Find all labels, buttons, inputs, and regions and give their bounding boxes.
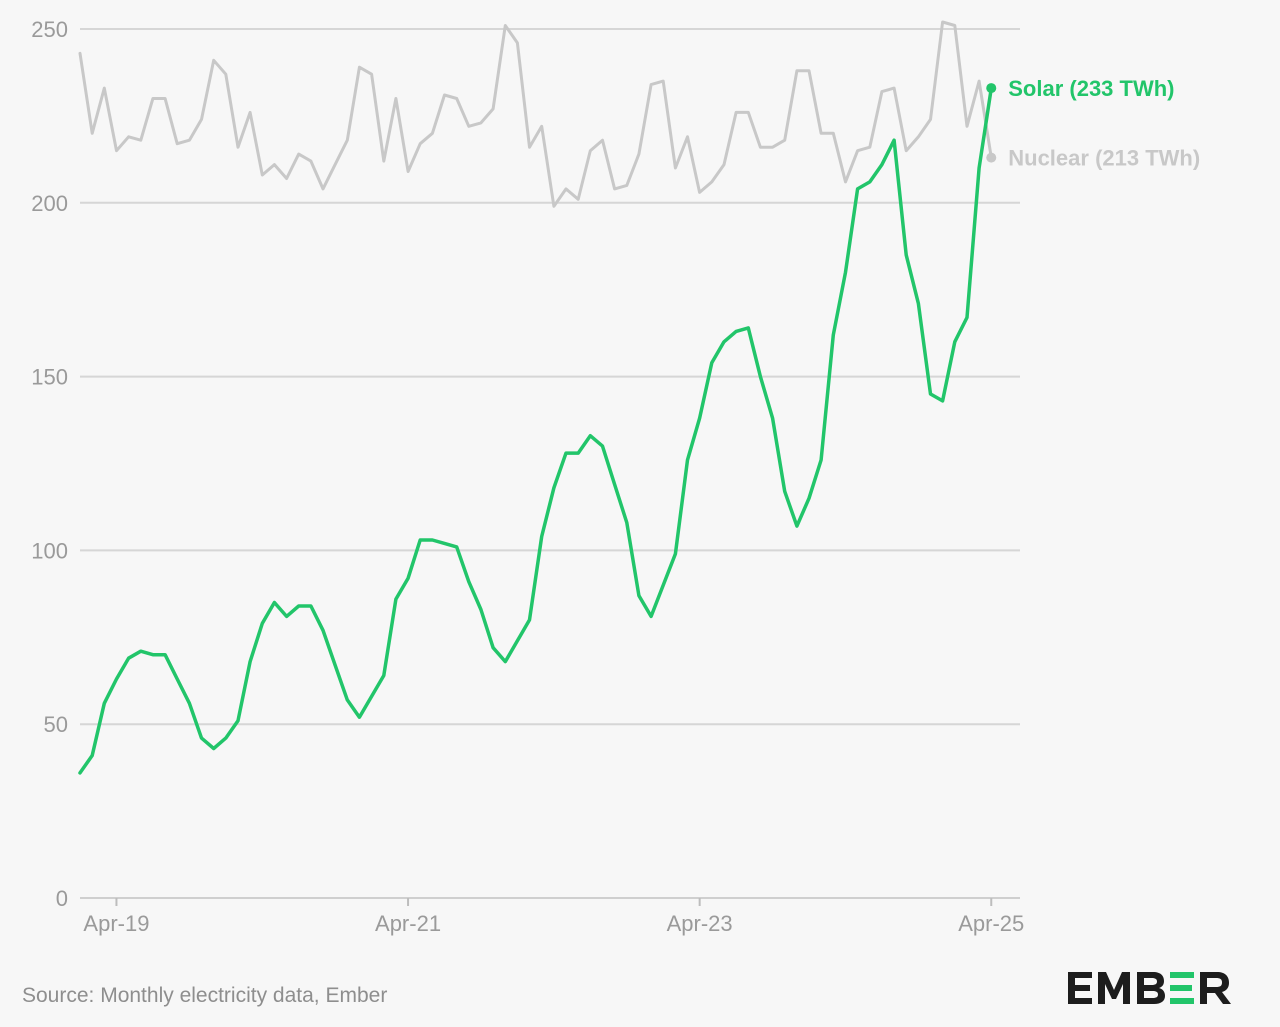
series-line-solar [78, 86, 994, 775]
end-point-nuclear [986, 152, 997, 163]
y-tick-label: 0 [56, 886, 68, 911]
x-tick-label: Apr-21 [375, 911, 441, 936]
y-tick-label: 50 [44, 712, 68, 737]
source-note: Source: Monthly electricity data, Ember [22, 984, 388, 1007]
y-tick-label: 200 [31, 191, 68, 216]
end-labels: Nuclear (213 TWh) Solar (233 TWh) [986, 76, 1200, 171]
y-tick-label: 150 [31, 365, 68, 390]
gridlines [80, 28, 1020, 726]
y-tick-label: 250 [31, 17, 68, 42]
ember-logo-mark [1068, 972, 1231, 1004]
x-tick-label: Apr-25 [958, 911, 1024, 936]
x-tick-label: Apr-19 [83, 911, 149, 936]
series-lines [78, 20, 994, 775]
y-tick-label: 100 [31, 538, 68, 563]
end-label-nuclear: Nuclear (213 TWh) [1008, 146, 1200, 171]
x-axis: Apr-19 Apr-21 Apr-23 Apr-25 [80, 897, 1024, 936]
x-tick-label: Apr-23 [667, 911, 733, 936]
series-line-nuclear [78, 20, 993, 208]
end-label-solar: Solar (233 TWh) [1008, 76, 1174, 101]
line-chart: 0 50 100 150 200 250 Apr-19 Apr-21 Apr-23 Apr-25… [31, 17, 1200, 936]
end-point-solar [986, 83, 997, 94]
ember-logo [1066, 966, 1238, 1015]
y-axis-ticks: 0 50 100 150 200 250 [31, 17, 68, 911]
